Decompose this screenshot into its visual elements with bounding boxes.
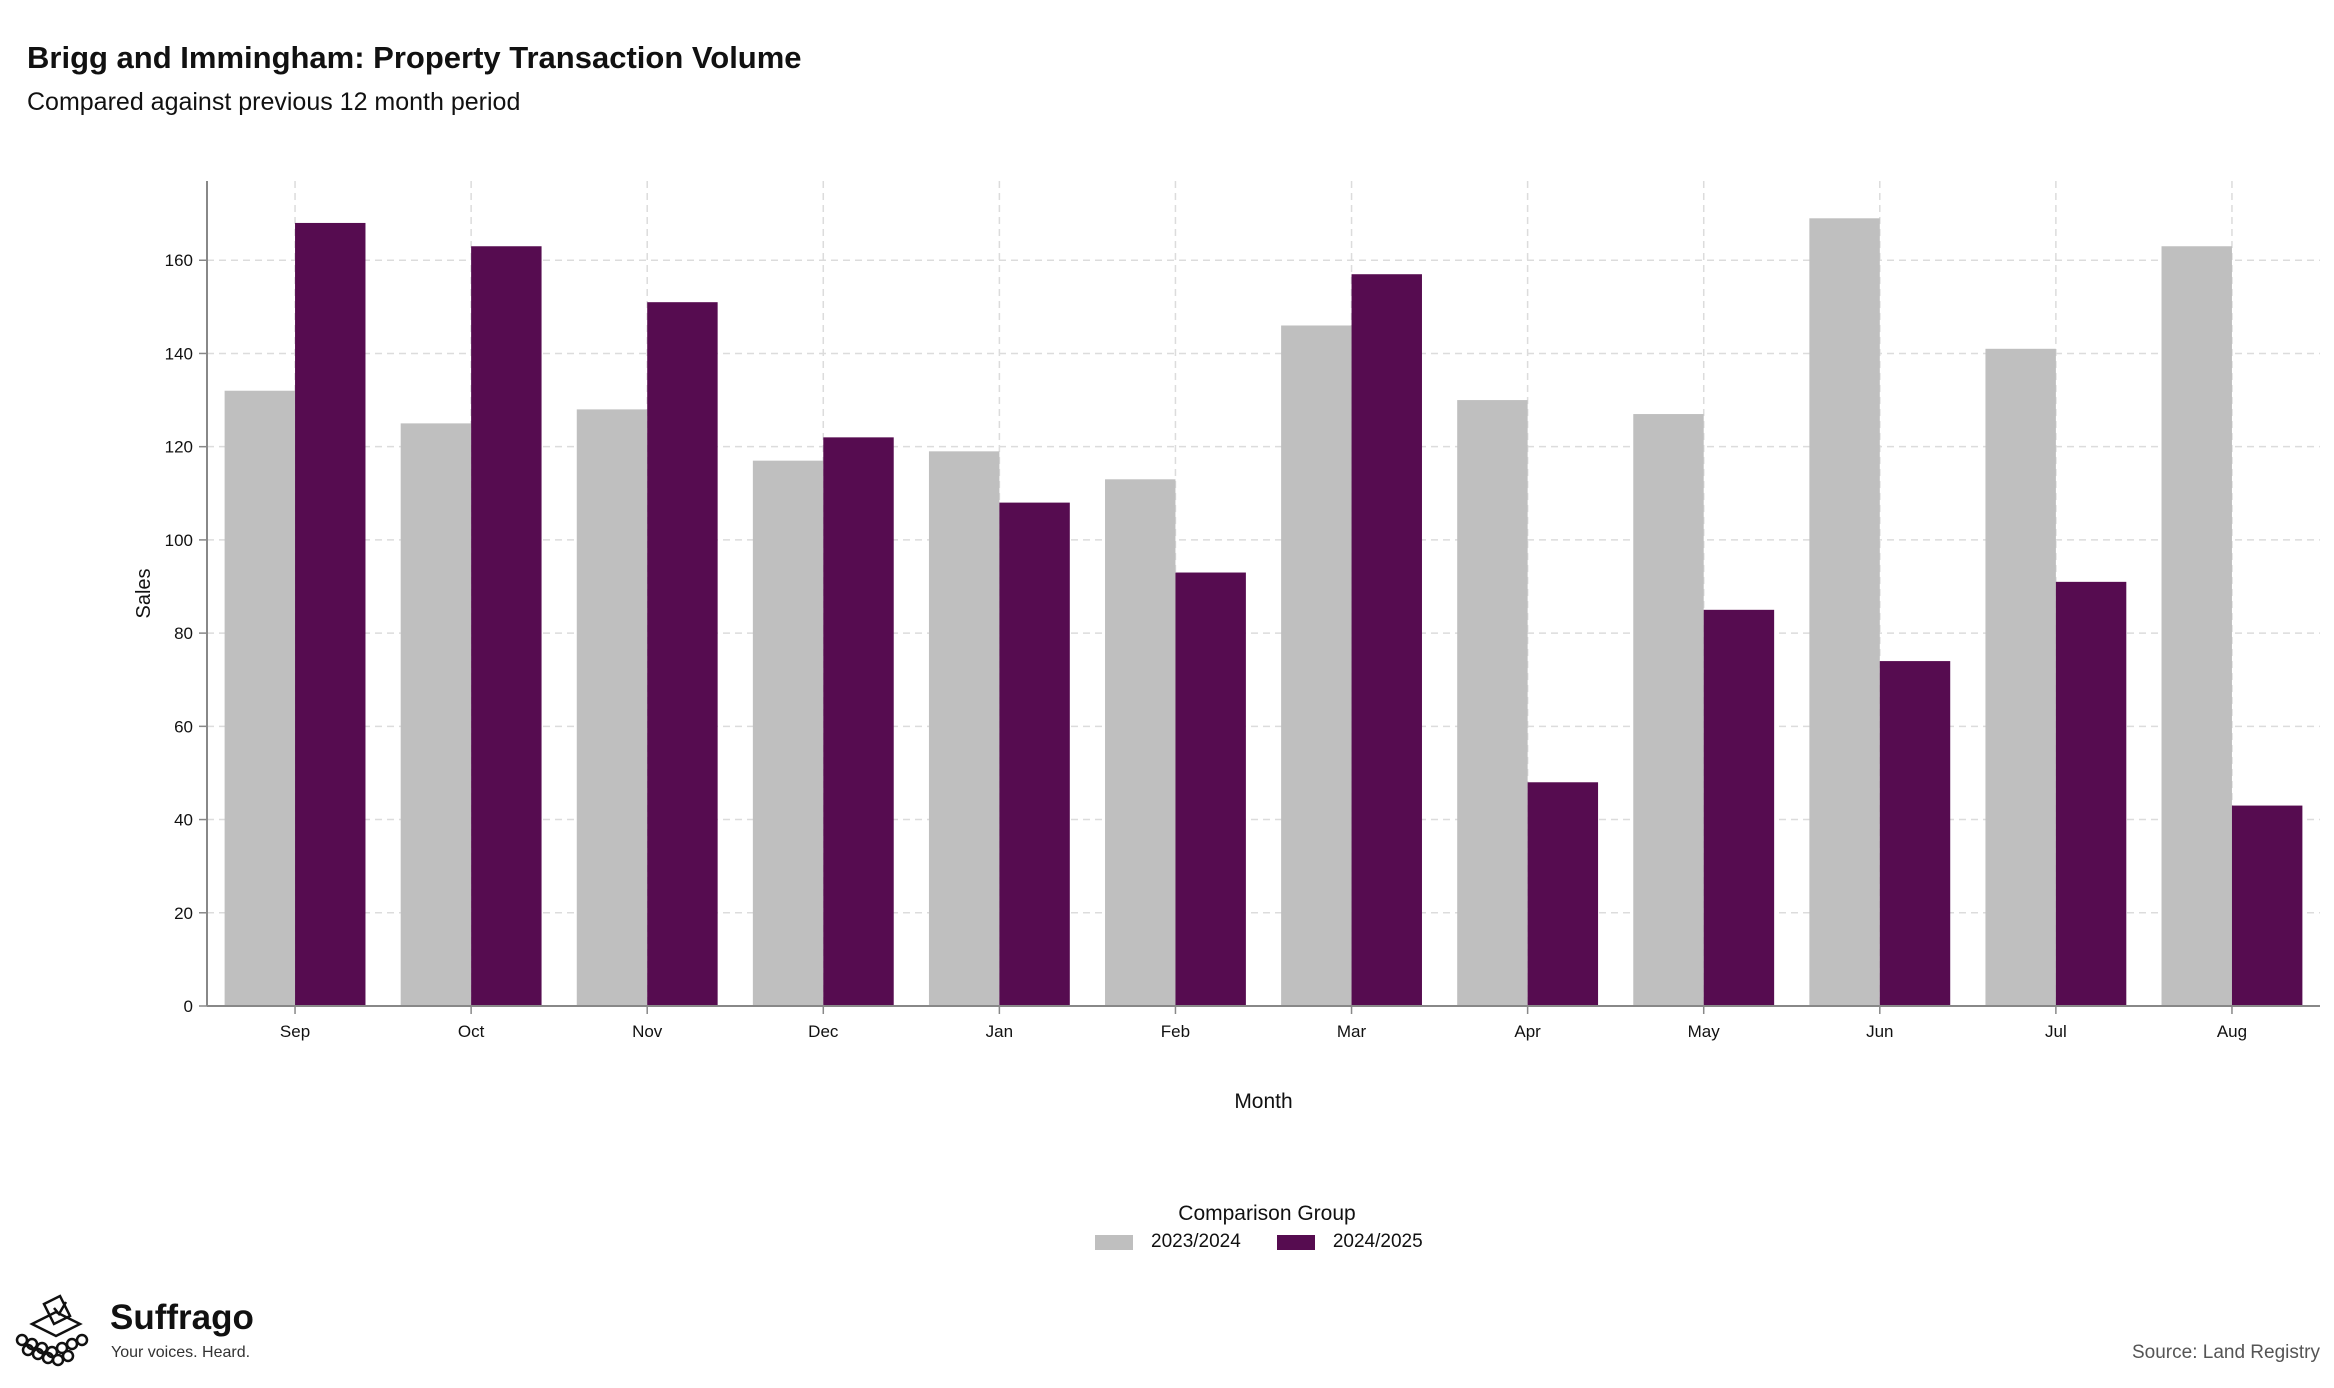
- y-tick-label: 100: [165, 531, 193, 550]
- bar-2023-2024-feb: [1105, 479, 1176, 1007]
- x-tick-label: May: [1688, 1022, 1721, 1041]
- legend-swatch-2024: [1276, 1234, 1315, 1250]
- bar-2024-2025-mar: [1351, 274, 1422, 1006]
- bar-2023-2024-apr: [1457, 400, 1528, 1006]
- bar-2024-2025-apr: [1527, 782, 1599, 1006]
- x-tick-label: Mar: [1337, 1022, 1367, 1041]
- bar-2023-2024-nov: [576, 409, 648, 1006]
- x-tick-label: Jan: [986, 1022, 1013, 1041]
- bar-2023-2024-sep: [224, 390, 296, 1007]
- y-tick-label: 160: [165, 251, 193, 270]
- y-tick-label: 0: [184, 997, 193, 1016]
- chart-subtitle: Compared against previous 12 month perio…: [27, 88, 521, 116]
- legend-label-2023: 2023/2024: [1151, 1231, 1241, 1252]
- x-tick-label: Dec: [808, 1022, 839, 1041]
- y-tick-label: 140: [165, 344, 193, 363]
- bar-2024-2025-nov: [647, 302, 718, 1007]
- bar-2024-2025-jun: [1879, 661, 1951, 1006]
- bar-2023-2024-dec: [752, 460, 824, 1006]
- x-tick-label: Nov: [632, 1022, 663, 1041]
- ballot-box-logo-icon: [15, 1294, 89, 1367]
- bar-2023-2024-jul: [1985, 348, 2056, 1006]
- legend-item-2023: 2023/2024: [1095, 1231, 1241, 1253]
- brand-tagline: Your voices. Heard.: [111, 1344, 251, 1361]
- x-axis-label: Month: [1234, 1090, 1292, 1113]
- legend-item-2024: 2024/2025: [1276, 1231, 1423, 1253]
- bar-2024-2025-jul: [2055, 581, 2127, 1006]
- y-axis-label: Sales: [133, 568, 155, 618]
- bar-2024-2025-oct: [471, 246, 542, 1006]
- x-tick-label: Jun: [1866, 1022, 1893, 1041]
- x-tick-label: Feb: [1161, 1022, 1190, 1041]
- y-tick-label: 80: [174, 624, 193, 643]
- bar-2023-2024-aug: [2161, 246, 2232, 1006]
- x-tick-label: Sep: [280, 1022, 310, 1041]
- bar-2023-2024-jan: [928, 451, 1000, 1006]
- bar-2023-2024-mar: [1281, 325, 1352, 1006]
- source-note: Source: Land Registry: [2132, 1342, 2320, 1363]
- bar-2024-2025-jan: [999, 502, 1070, 1006]
- bar-2023-2024-may: [1633, 414, 1704, 1006]
- bar-2024-2025-feb: [1175, 572, 1246, 1006]
- x-tick-label: Apr: [1514, 1022, 1541, 1041]
- legend-label-2024: 2024/2025: [1332, 1231, 1423, 1252]
- bar-2023-2024-oct: [400, 423, 472, 1006]
- y-tick-label: 20: [174, 904, 193, 923]
- chart-title: Brigg and Immingham: Property Transactio…: [27, 40, 802, 75]
- bar-2024-2025-may: [1703, 609, 1775, 1006]
- y-tick-label: 40: [174, 811, 193, 830]
- bar-2024-2025-sep: [295, 222, 366, 1006]
- y-tick-label: 120: [165, 438, 193, 457]
- x-tick-label: Oct: [458, 1022, 485, 1041]
- brand-name: Suffrago: [110, 1298, 254, 1337]
- bar-2023-2024-jun: [1809, 218, 1880, 1006]
- bar-2024-2025-aug: [2231, 805, 2303, 1006]
- legend-title: Comparison Group: [1178, 1202, 1356, 1225]
- bar-2024-2025-dec: [823, 437, 894, 1006]
- bar-chart: 0 20 40 60 80 100 120 140 160 Sep Oct Nov Dec Jan Feb M…: [133, 181, 2320, 1113]
- legend-swatch-2023: [1095, 1234, 1133, 1250]
- x-tick-label: Aug: [2217, 1022, 2247, 1041]
- y-tick-label: 60: [174, 717, 193, 736]
- x-tick-label: Jul: [2045, 1022, 2067, 1041]
- legend: 2023/2024 2024/2025: [1095, 1231, 1459, 1253]
